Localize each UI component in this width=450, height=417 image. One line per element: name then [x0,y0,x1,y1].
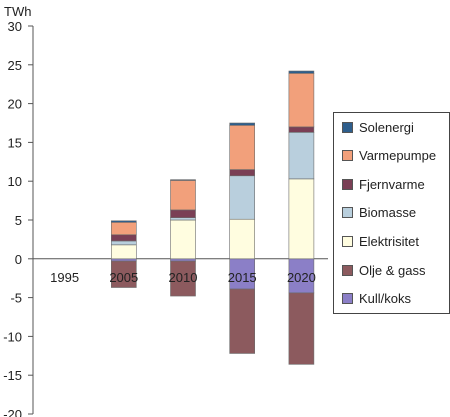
legend-label: Solenergi [359,119,414,135]
legend-label: Elektrisitet [359,233,419,249]
legend-item: Olje & gass [342,262,425,278]
bar-segment [288,73,315,128]
legend-swatch [342,178,353,190]
bar-segment [111,260,137,288]
bar-segment [111,234,137,242]
bar-segment [170,258,196,262]
bar-segment [111,222,137,236]
x-tick-label: 2010 [169,270,198,285]
legend-item: Biomasse [342,205,416,221]
y-tick-label: 15 [8,135,22,150]
bar-segment [229,122,255,126]
y-tick-label: -15 [3,368,22,383]
bar-segment [288,292,315,365]
bar-segment [170,179,196,181]
y-tick-label: 0 [15,252,22,267]
bar-segment [170,217,196,221]
legend-swatch [342,235,353,247]
y-tick-label: 25 [8,58,22,73]
y-tick-label: -20 [3,407,22,417]
legend-swatch [342,150,353,162]
x-tick-label: 2015 [228,270,257,285]
bar-segment [170,219,196,260]
x-tick-label: 2005 [109,270,138,285]
legend-item: Elektrisitet [342,233,419,249]
y-axis-unit-label: TWh [4,4,32,19]
bar-segment [170,209,196,218]
legend-swatch [342,121,353,133]
bar-segment [229,218,255,260]
legend-label: Fjernvarme [359,176,425,192]
bar-segment [288,132,315,180]
legend-item: Solenergi [342,119,414,135]
legend-item: Kull/koks [342,291,411,307]
bar-segment [288,258,315,294]
bar-segment [170,260,196,297]
bar-segment [170,180,196,211]
legend-item: Fjernvarme [342,176,425,192]
legend-label: Biomasse [359,205,417,221]
bar-segment [288,70,315,74]
bar-segment [288,178,315,260]
bar-segment [229,175,255,220]
y-tick-label: -10 [3,329,22,344]
legend-item: Varmepumpe [342,148,436,164]
bar-segment [229,169,255,177]
y-tick-label: 10 [8,174,22,189]
x-tick-label: 2020 [287,270,316,285]
bar-segment [111,240,137,246]
bars [111,70,315,365]
bar-segment [111,244,137,260]
bar-segment [229,125,255,170]
bar-segment [111,220,137,223]
bar-segment [111,258,137,262]
legend-swatch [342,293,353,305]
legend-label: Olje & gass [359,262,426,278]
y-tick-label: 30 [8,19,22,34]
legend-label: Varmepumpe [359,148,437,164]
y-tick-label: 20 [8,97,22,112]
legend-swatch [342,264,353,276]
bar-segment [288,126,315,133]
legend-swatch [342,207,353,219]
y-tick-label: -5 [10,291,22,306]
bar-segment [229,258,255,290]
x-tick-label: 1995 [50,270,79,285]
legend: Solenergi Varmepumpe Fjernvarme Biomasse Ele… [333,112,450,314]
bar-segment [229,288,255,354]
y-tick-label: 5 [15,213,22,228]
legend-label: Kull/koks [359,291,412,307]
